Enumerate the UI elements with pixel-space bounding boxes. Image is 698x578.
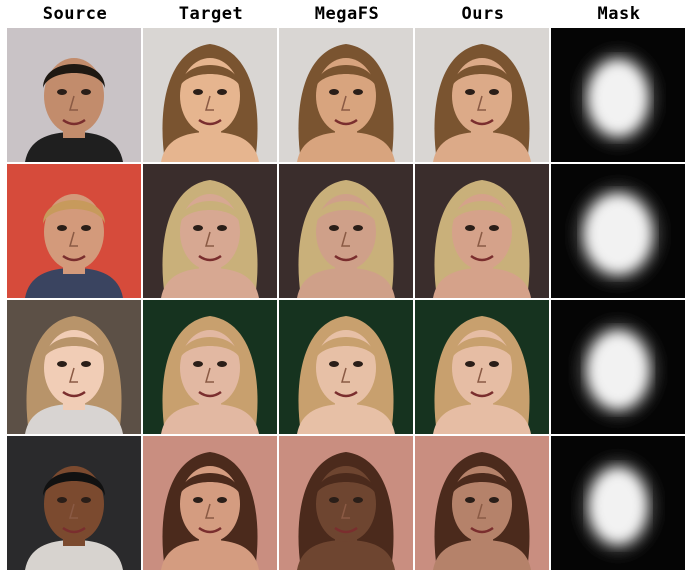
cell-target-row-4 <box>143 436 277 570</box>
mask-image <box>551 164 685 298</box>
target-face-image <box>143 28 277 162</box>
cell-mask-row-1 <box>551 28 685 162</box>
target-face-image <box>143 436 277 570</box>
cell-ours-row-3 <box>415 300 549 434</box>
megafs-face-image <box>279 28 413 162</box>
cell-source-row-3 <box>7 300 141 434</box>
column-header-row: Source Target MegaFS Ours Mask <box>0 0 698 28</box>
cell-target-row-3 <box>143 300 277 434</box>
source-face-image <box>7 164 141 298</box>
cell-target-row-1 <box>143 28 277 162</box>
target-face-image <box>143 300 277 434</box>
cell-ours-row-1 <box>415 28 549 162</box>
megafs-face-image <box>279 436 413 570</box>
cell-source-row-1 <box>7 28 141 162</box>
ours-face-image <box>415 28 549 162</box>
cell-megafs-row-2 <box>279 164 413 298</box>
cell-ours-row-2 <box>415 164 549 298</box>
column-label-target: Target <box>178 4 244 24</box>
target-face-image <box>143 164 277 298</box>
source-face-image <box>7 436 141 570</box>
cell-mask-row-2 <box>551 164 685 298</box>
cell-source-row-2 <box>7 164 141 298</box>
cell-mask-row-4 <box>551 436 685 570</box>
face-swap-comparison-grid <box>7 28 691 574</box>
cell-megafs-row-3 <box>279 300 413 434</box>
megafs-face-image <box>279 300 413 434</box>
mask-image <box>551 300 685 434</box>
ours-face-image <box>415 164 549 298</box>
column-label-megafs: MegaFS <box>314 4 380 24</box>
mask-image <box>551 28 685 162</box>
cell-ours-row-4 <box>415 436 549 570</box>
cell-megafs-row-1 <box>279 28 413 162</box>
column-label-source: Source <box>42 4 108 24</box>
mask-image <box>551 436 685 570</box>
cell-megafs-row-4 <box>279 436 413 570</box>
source-face-image <box>7 28 141 162</box>
megafs-face-image <box>279 164 413 298</box>
cell-mask-row-3 <box>551 300 685 434</box>
cell-target-row-2 <box>143 164 277 298</box>
ours-face-image <box>415 300 549 434</box>
column-label-mask: Mask <box>597 4 641 24</box>
ours-face-image <box>415 436 549 570</box>
column-label-ours: Ours <box>461 4 505 24</box>
source-face-image <box>7 300 141 434</box>
cell-source-row-4 <box>7 436 141 570</box>
